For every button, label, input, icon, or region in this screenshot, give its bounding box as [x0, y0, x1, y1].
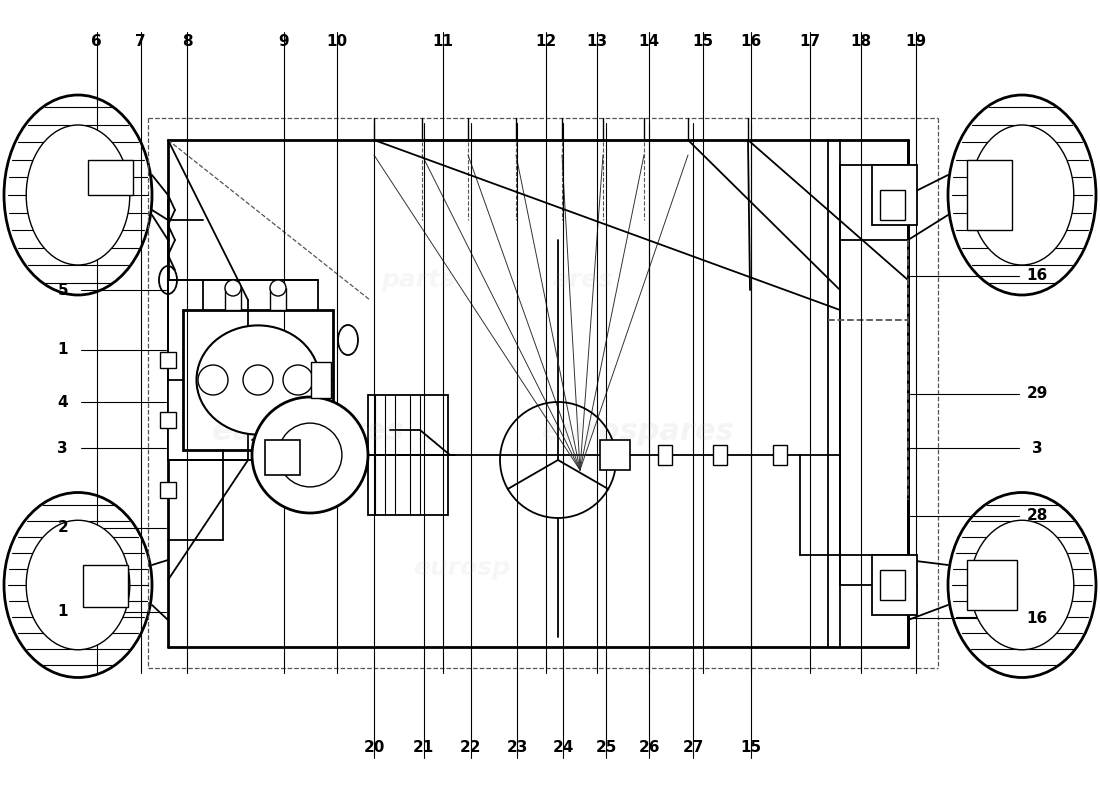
Text: 4: 4 — [57, 395, 68, 410]
Text: 23: 23 — [506, 741, 528, 755]
Text: 3: 3 — [1032, 441, 1043, 455]
Bar — [872, 165, 917, 225]
Text: 13: 13 — [586, 34, 608, 49]
Text: 9: 9 — [278, 34, 289, 49]
Text: 17: 17 — [799, 34, 821, 49]
Text: 15: 15 — [740, 741, 762, 755]
Text: eurospares: eurospares — [541, 418, 735, 446]
Bar — [270, 288, 286, 310]
Text: eurospares: eurospares — [211, 418, 405, 446]
Bar — [880, 570, 905, 600]
Text: 15: 15 — [692, 34, 714, 49]
Text: ares: ares — [552, 268, 614, 292]
Ellipse shape — [4, 95, 152, 295]
Text: 22: 22 — [460, 741, 482, 755]
Circle shape — [283, 365, 313, 395]
Text: 24: 24 — [552, 741, 574, 755]
Text: 1: 1 — [57, 342, 68, 357]
Circle shape — [226, 280, 241, 296]
Text: 28: 28 — [1026, 509, 1048, 523]
Ellipse shape — [970, 125, 1074, 265]
Text: 29: 29 — [1026, 386, 1048, 401]
Bar — [88, 160, 133, 195]
Text: 16: 16 — [1026, 269, 1048, 283]
Text: 16: 16 — [1026, 611, 1048, 626]
Bar — [160, 352, 176, 368]
Ellipse shape — [948, 95, 1096, 295]
Bar — [713, 445, 727, 465]
Text: 6: 6 — [91, 34, 102, 49]
Ellipse shape — [197, 326, 319, 434]
Bar — [872, 555, 917, 615]
Text: 2: 2 — [57, 521, 68, 535]
Bar — [658, 445, 672, 465]
Bar — [265, 440, 300, 475]
Bar — [368, 395, 448, 515]
Circle shape — [243, 365, 273, 395]
Bar — [880, 190, 905, 220]
Text: parts: parts — [381, 268, 455, 292]
Text: 10: 10 — [326, 34, 348, 49]
Ellipse shape — [4, 493, 152, 678]
Text: 20: 20 — [363, 741, 385, 755]
Text: 27: 27 — [682, 741, 704, 755]
Bar — [168, 280, 318, 460]
Ellipse shape — [948, 493, 1096, 678]
Bar — [967, 560, 1018, 610]
Bar — [613, 445, 627, 465]
Bar — [82, 565, 128, 607]
Ellipse shape — [26, 125, 130, 265]
Circle shape — [278, 423, 342, 487]
Text: 1: 1 — [57, 605, 68, 619]
Ellipse shape — [26, 520, 130, 650]
Text: 3: 3 — [57, 441, 68, 455]
Bar — [160, 482, 176, 498]
Text: 8: 8 — [182, 34, 192, 49]
Bar — [226, 288, 241, 310]
Text: 11: 11 — [432, 34, 454, 49]
Ellipse shape — [970, 520, 1074, 650]
Text: 19: 19 — [905, 34, 927, 49]
Circle shape — [270, 280, 286, 296]
Circle shape — [198, 365, 228, 395]
Bar — [160, 412, 176, 428]
Bar — [967, 160, 1012, 230]
Text: 21: 21 — [412, 741, 434, 755]
Circle shape — [252, 397, 368, 513]
Text: 14: 14 — [638, 34, 660, 49]
Bar — [773, 445, 786, 465]
Text: 25: 25 — [595, 741, 617, 755]
Text: 26: 26 — [638, 741, 660, 755]
Bar — [600, 440, 630, 470]
Text: 5: 5 — [57, 283, 68, 298]
Text: 16: 16 — [740, 34, 762, 49]
Text: eurosp: eurosp — [414, 556, 510, 580]
Text: 12: 12 — [535, 34, 557, 49]
Bar — [311, 362, 331, 398]
Text: 7: 7 — [135, 34, 146, 49]
Bar — [183, 310, 333, 450]
Text: 18: 18 — [850, 34, 872, 49]
